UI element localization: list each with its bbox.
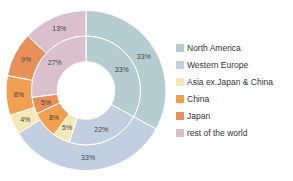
legend-label: China — [187, 94, 209, 104]
donut-slice — [32, 36, 86, 97]
data-label: 8% — [49, 114, 59, 121]
legend-item: China — [176, 94, 209, 104]
data-labels: 33%33%4%8%9%13%33%22%5%8%5%27% — [14, 25, 151, 161]
donut-slice — [6, 76, 34, 116]
legend-item: Western Europe — [176, 60, 249, 70]
legend-swatch — [176, 44, 184, 52]
ring-labels: 33% 33% 4% 8% 9% 13% — [14, 25, 151, 161]
legend-swatch — [176, 61, 184, 69]
data-label: 22% — [94, 126, 108, 133]
ring — [6, 11, 166, 171]
legend-swatch — [176, 112, 184, 120]
legend-label: Western Europe — [187, 60, 249, 70]
donut-slice — [86, 11, 166, 130]
legend-swatch — [176, 95, 184, 103]
legend-item: Asia ex.Japan & China — [176, 77, 273, 87]
data-label: 33% — [137, 53, 151, 60]
chart: 33%33%4%8%9%13%33%22%5%8%5%27%North Amer… — [0, 0, 293, 181]
legend-item: Japan — [176, 111, 210, 121]
legend-label: North America — [187, 43, 241, 53]
donut-slice — [69, 104, 133, 145]
data-label: 33% — [81, 154, 95, 161]
data-label: 8% — [14, 91, 24, 98]
legend-item: North America — [176, 43, 241, 53]
legend-swatch — [176, 129, 184, 137]
data-label: 33% — [115, 66, 129, 73]
data-label: 5% — [62, 124, 72, 131]
data-label: 9% — [21, 56, 31, 63]
data-label: 5% — [41, 99, 51, 106]
donut-slice — [86, 36, 140, 117]
data-label: 13% — [52, 25, 66, 32]
legend-label: Asia ex.Japan & China — [187, 77, 273, 87]
legend-item: rest of the world — [176, 128, 248, 138]
ring-labels: 33%22%5%8%5%27% — [41, 59, 129, 132]
legend: North America Western Europe Asia ex.Japan… — [176, 43, 273, 138]
legend-swatch — [176, 78, 184, 86]
ring — [32, 36, 141, 145]
legend-label: rest of the world — [187, 128, 248, 138]
data-label: 27% — [48, 59, 62, 66]
legend-label: Japan — [187, 111, 210, 121]
rings — [6, 11, 166, 171]
data-label: 4% — [20, 116, 30, 123]
